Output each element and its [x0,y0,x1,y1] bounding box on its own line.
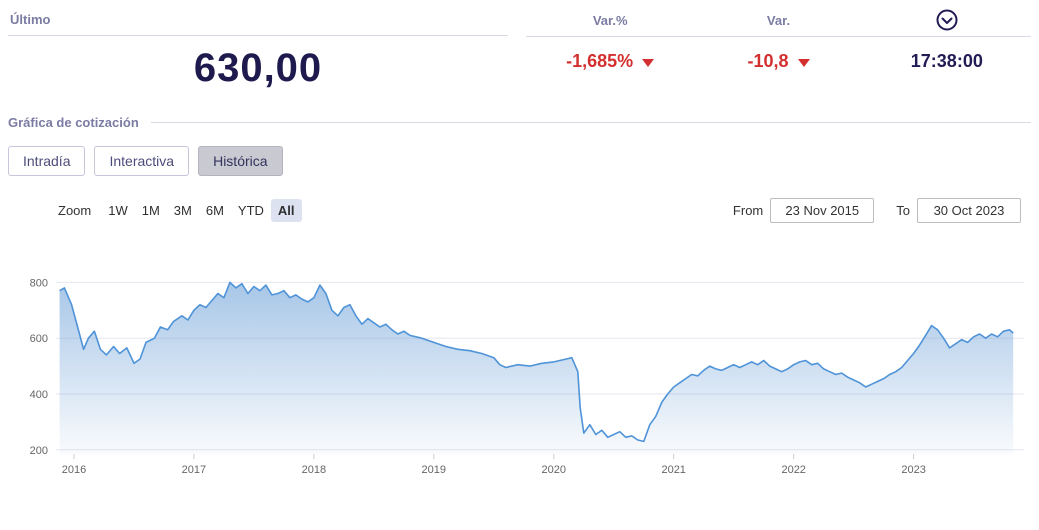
y-axis-label: 800 [30,277,48,289]
var-pct-value: -1,685% [566,51,634,71]
time-value: 17:38:00 [910,51,983,71]
variation-labels-row: Var.% Var. [526,8,1031,36]
x-axis-label: 2020 [542,464,566,476]
to-label: To [896,203,910,218]
x-axis-label: 2021 [661,464,685,476]
y-axis-label: 200 [30,445,48,457]
date-range-inputs: From To [733,198,1021,223]
tab-intradia[interactable]: Intradía [8,146,86,176]
last-price-block: Último 630,00 [8,8,508,91]
down-triangle-icon [797,59,810,67]
last-price-value: 630,00 [193,46,323,90]
var-pct-label: Var.% [592,12,628,28]
x-axis-label: 2019 [422,464,446,476]
var-abs-value-cell: -10,8 [694,51,862,72]
var-pct-value-cell: -1,685% [526,51,694,72]
zoom-button-1m[interactable]: 1M [141,203,160,218]
var-abs-value: -10,8 [747,51,789,71]
y-axis-label: 400 [30,389,48,401]
zoom-group: Zoom 1W 1M 3M 6M YTD All [58,199,302,222]
zoom-button-all[interactable]: All [270,199,302,222]
chart-area: 200 400 600 800 2016 2017 2018 2019 2020 2021 2022… [8,257,1031,487]
x-axis-label: 2016 [62,464,86,476]
clock-icon-cell [863,8,1031,32]
variation-block: Var.% Var. -1,685% -10,8 [526,8,1031,91]
price-history-chart: 200 400 600 800 2016 2017 2018 2019 2020 2021 2022… [30,277,1024,476]
price-line [59,281,1014,443]
zoom-label: Zoom [58,203,92,218]
clock-icon [863,8,1031,32]
price-area-fill [59,282,1014,454]
tab-historica[interactable]: Histórica [198,146,283,176]
zoom-buttons: 1W 1M 3M 6M YTD All [101,199,302,222]
x-axis-label: 2017 [182,464,206,476]
var-abs-label: Var. [766,12,791,28]
range-selector: Zoom 1W 1M 3M 6M YTD All From To [8,198,1031,223]
tab-interactiva[interactable]: Interactiva [94,146,190,176]
x-axis-label: 2022 [781,464,805,476]
section-header: Gráfica de cotización [8,115,1031,130]
chart-card: Zoom 1W 1M 3M 6M YTD All From To 200 400 600 800… [8,198,1031,487]
zoom-button-ytd[interactable]: YTD [237,203,264,218]
zoom-button-3m[interactable]: 3M [173,203,192,218]
to-date-input[interactable] [917,198,1021,223]
divider [526,36,1031,37]
x-axis-label: 2023 [901,464,925,476]
section-title: Gráfica de cotización [8,115,139,130]
y-axis-label: 600 [30,333,48,345]
x-axis-label: 2018 [302,464,326,476]
chart-view-tabs: Intradía Interactiva Histórica [8,146,1031,176]
from-date-input[interactable] [770,198,875,223]
last-price-label: Último [10,12,51,27]
divider [150,122,1031,123]
quote-header: Último 630,00 Var.% Var. [8,8,1031,91]
zoom-button-1w[interactable]: 1W [108,203,128,218]
variation-values-row: -1,685% -10,8 17:38:00 [526,37,1031,72]
down-triangle-icon [642,59,655,67]
divider [8,35,508,36]
from-label: From [732,203,764,218]
zoom-button-6m[interactable]: 6M [205,203,224,218]
